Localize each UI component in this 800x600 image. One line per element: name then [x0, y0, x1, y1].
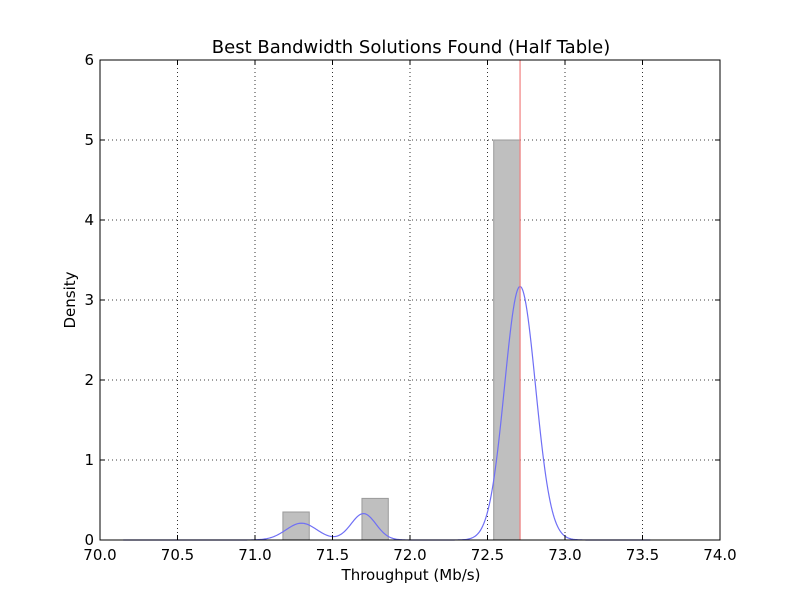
histogram-bar: [282, 511, 310, 541]
x-tick-label: 70.0: [83, 546, 116, 564]
x-tick-label: 71.5: [316, 546, 349, 564]
x-axis-ticks: 70.0 70.5 71.0 71.5 72.0 72.5 73.0 73.5 74.0: [83, 60, 737, 564]
x-axis-label: Throughput (Mb/s): [341, 566, 481, 584]
y-tick-label: 0: [84, 531, 94, 549]
y-tick-label: 6: [84, 51, 94, 69]
chart-title: Best Bandwidth Solutions Found (Half Tab…: [212, 37, 610, 58]
histogram-bar: [493, 139, 521, 541]
x-tick-label: 72.0: [393, 546, 426, 564]
y-tick-label: 2: [84, 371, 94, 389]
x-tick-label: 71.0: [238, 546, 271, 564]
x-tick-label: 73.0: [548, 546, 581, 564]
y-tick-label: 5: [84, 131, 94, 149]
grid-lines: [100, 60, 720, 540]
y-tick-label: 1: [84, 451, 94, 469]
y-tick-label: 4: [84, 211, 94, 229]
x-tick-label: 72.5: [471, 546, 504, 564]
y-axis-label: Density: [61, 271, 79, 328]
x-tick-label: 70.5: [161, 546, 194, 564]
histogram-bars: [282, 139, 521, 541]
x-tick-label: 73.5: [626, 546, 659, 564]
y-axis-ticks: 0 1 2 3 4 5 6: [84, 51, 720, 549]
y-tick-label: 3: [84, 291, 94, 309]
x-tick-label: 74.0: [703, 546, 736, 564]
